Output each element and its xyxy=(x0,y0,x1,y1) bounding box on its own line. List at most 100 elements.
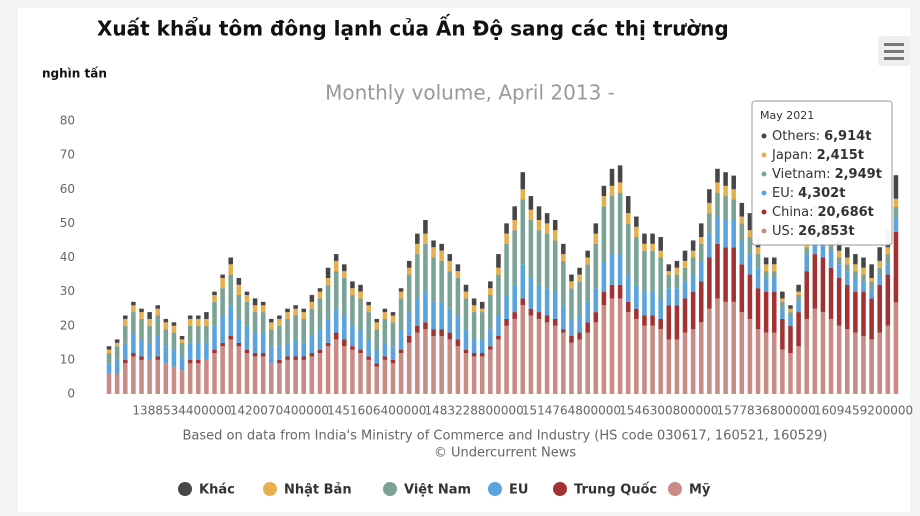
bar-segment xyxy=(893,231,899,303)
bar-segment xyxy=(447,271,453,309)
bar-segment xyxy=(796,346,801,394)
bar-segment xyxy=(269,346,274,364)
bar-segment xyxy=(439,301,444,330)
bar-segment xyxy=(763,291,769,333)
bar-segment xyxy=(415,325,420,333)
bar-segment xyxy=(139,356,144,360)
bar-segment xyxy=(650,291,655,316)
bar-segment xyxy=(861,267,866,275)
bar-segment xyxy=(350,349,355,394)
legend-label: Khác xyxy=(199,483,235,498)
legend-label: EU xyxy=(509,483,528,498)
bar-segment xyxy=(301,308,307,313)
bar-segment xyxy=(155,356,161,360)
bar-segment xyxy=(455,271,461,278)
legend-marker xyxy=(383,482,397,496)
bar-segment xyxy=(690,250,696,258)
bar-segment xyxy=(171,366,177,394)
bar-segment xyxy=(844,247,850,258)
bar-segment xyxy=(293,308,298,316)
bar-segment xyxy=(885,325,891,394)
bar-segment xyxy=(358,298,363,330)
bar-segment xyxy=(382,342,388,357)
bar-segment xyxy=(836,240,842,251)
menu-line[interactable] xyxy=(884,50,904,53)
bar-segment xyxy=(707,308,712,394)
bar-segment xyxy=(260,305,266,313)
bar-segment xyxy=(707,202,712,214)
bar-segment xyxy=(804,318,809,394)
bar-segment xyxy=(317,329,323,350)
bar-segment xyxy=(496,335,501,340)
bar-segment xyxy=(366,356,371,360)
bar-segment xyxy=(617,192,623,255)
bar-segment xyxy=(269,318,274,323)
bar-segment xyxy=(504,223,509,234)
bar-segment xyxy=(739,264,745,313)
bar-segment xyxy=(658,250,663,258)
bar-segment xyxy=(747,254,753,275)
bar-segment xyxy=(536,312,542,319)
bar-segment xyxy=(593,288,599,313)
bar-segment xyxy=(131,305,136,313)
bar-segment xyxy=(512,230,517,285)
bar-segment xyxy=(569,318,574,336)
tooltip-bullet xyxy=(761,228,767,234)
tooltip-value: 20,686t xyxy=(818,205,874,220)
bar-segment xyxy=(577,274,582,282)
bar-segment xyxy=(731,247,736,302)
bar-segment xyxy=(828,240,834,251)
bar-segment xyxy=(252,332,258,354)
bar-segment xyxy=(155,359,161,394)
bar-segment xyxy=(277,315,282,319)
bar-segment xyxy=(471,356,477,394)
bar-segment xyxy=(763,264,769,272)
bar-segment xyxy=(204,318,209,326)
bar-segment xyxy=(650,315,655,326)
bar-segment xyxy=(601,206,607,261)
bar-segment xyxy=(601,185,607,197)
bar-segment xyxy=(707,257,712,309)
bar-segment xyxy=(398,329,404,350)
x-tick-label: 1420070400000 xyxy=(230,404,329,418)
bar-segment xyxy=(285,308,290,313)
bar-segment xyxy=(650,243,655,251)
menu-button[interactable] xyxy=(878,36,910,66)
bar-segment xyxy=(325,267,331,278)
bar-segment xyxy=(828,267,834,319)
bar-segment xyxy=(131,312,136,333)
bar-segment xyxy=(406,312,412,336)
bar-segment xyxy=(585,257,590,265)
bar-segment xyxy=(260,312,266,333)
bar-segment xyxy=(528,277,534,309)
bar-segment xyxy=(228,274,234,306)
bar-segment xyxy=(682,281,688,299)
bar-segment xyxy=(236,277,242,285)
bar-segment xyxy=(147,325,152,343)
bar-segment xyxy=(512,312,517,319)
bar-segment xyxy=(504,318,509,326)
bar-segment xyxy=(658,257,663,299)
bar-segment xyxy=(520,305,526,394)
bar-segment xyxy=(114,373,120,394)
bar-segment xyxy=(196,318,201,326)
bar-segment xyxy=(471,339,477,354)
bar-segment xyxy=(431,301,436,330)
bar-segment xyxy=(650,250,655,292)
menu-line[interactable] xyxy=(884,43,904,46)
bar-segment xyxy=(244,295,250,302)
bar-segment xyxy=(342,346,347,394)
bar-segment xyxy=(488,346,493,350)
bar-segment xyxy=(317,288,323,292)
bar-segment xyxy=(325,284,331,319)
bar-segment xyxy=(244,349,250,354)
bar-segment xyxy=(406,260,412,268)
bar-segment xyxy=(763,257,769,265)
bar-segment xyxy=(625,312,631,394)
bar-segment xyxy=(212,353,217,394)
bar-segment xyxy=(739,312,745,394)
bar-segment xyxy=(350,295,355,326)
bar-segment xyxy=(187,359,193,364)
menu-line[interactable] xyxy=(884,57,904,60)
